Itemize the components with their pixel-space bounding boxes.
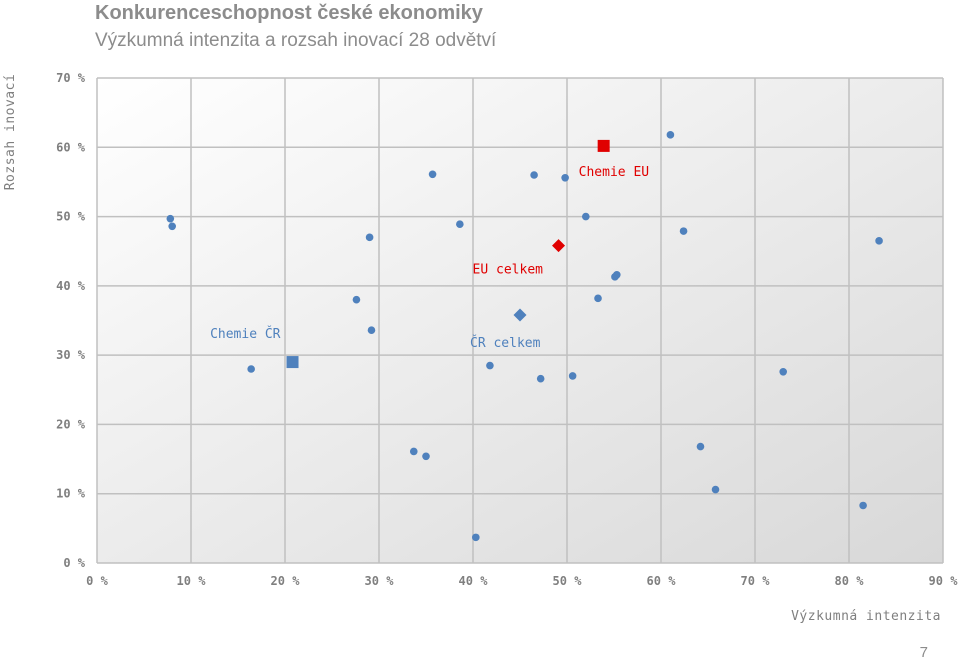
page-number: 7 xyxy=(919,644,928,661)
tick-labels: 0 % 10 % 20 % 30 % 40 % 50 % 60 % 70 % 80 % 90 % 0… xyxy=(56,71,958,588)
y-tick-label: 0 % xyxy=(63,556,85,570)
gridlines xyxy=(96,77,944,564)
data-point xyxy=(352,295,361,304)
data-point xyxy=(166,214,175,223)
data-point xyxy=(472,533,480,542)
y-tick-label: 60 % xyxy=(56,140,86,154)
x-tick-label: 50 % xyxy=(553,574,583,588)
data-points xyxy=(166,131,883,542)
page-title: Konkurenceschopnost české ekonomiky xyxy=(95,2,483,24)
data-point xyxy=(561,173,569,182)
data-point xyxy=(613,270,621,279)
point-label: EU celkem xyxy=(473,263,544,278)
x-tick-label: 30 % xyxy=(365,574,395,588)
x-tick-label: 40 % xyxy=(459,574,489,588)
data-point xyxy=(696,442,705,451)
y-axis-label: Rozsah inovací xyxy=(3,74,18,191)
data-point xyxy=(530,171,538,179)
x-tick-label: 20 % xyxy=(271,574,301,588)
point-label: Chemie EU xyxy=(579,165,649,180)
data-point xyxy=(582,212,590,221)
data-point xyxy=(409,447,418,456)
data-point xyxy=(456,220,464,228)
y-tick-label: 70 % xyxy=(56,71,86,85)
data-point xyxy=(594,294,602,303)
x-tick-label: 10 % xyxy=(177,574,207,588)
x-axis-label: Výzkumná intenzita xyxy=(791,609,941,624)
x-tick-label: 60 % xyxy=(647,574,677,588)
data-point xyxy=(367,326,376,335)
point-label: ČR celkem xyxy=(470,335,541,351)
point-label: Chemie ČR xyxy=(210,326,281,342)
data-point xyxy=(568,372,577,380)
data-point xyxy=(536,374,545,383)
y-tick-label: 30 % xyxy=(56,348,86,362)
x-tick-label: 70 % xyxy=(741,574,771,588)
y-tick-label: 10 % xyxy=(56,487,86,501)
x-tick-label: 90 % xyxy=(929,574,959,588)
data-point xyxy=(365,233,374,242)
data-point-diamond xyxy=(552,239,566,253)
data-point xyxy=(859,501,867,510)
data-point xyxy=(247,365,255,373)
data-point xyxy=(422,452,430,461)
x-tick-label: 80 % xyxy=(835,574,865,588)
data-point-square xyxy=(597,139,610,152)
data-point xyxy=(679,227,688,235)
data-point xyxy=(875,237,883,245)
data-point xyxy=(428,170,437,179)
data-point xyxy=(168,222,176,231)
data-point-square xyxy=(286,356,299,369)
data-point xyxy=(486,361,494,370)
x-tick-label: 0 % xyxy=(86,574,108,588)
data-point xyxy=(666,131,675,139)
data-point-diamond xyxy=(513,308,527,322)
data-point xyxy=(779,367,787,376)
data-point xyxy=(711,485,720,494)
y-tick-label: 50 % xyxy=(56,210,86,224)
point-labels: Chemie ČR ČR celkem EU celkem Chemie EU xyxy=(210,165,649,351)
page-subtitle: Výzkumná intenzita a rozsah inovací 28 o… xyxy=(95,30,497,51)
y-tick-label: 20 % xyxy=(56,417,86,431)
y-tick-label: 40 % xyxy=(56,279,86,293)
